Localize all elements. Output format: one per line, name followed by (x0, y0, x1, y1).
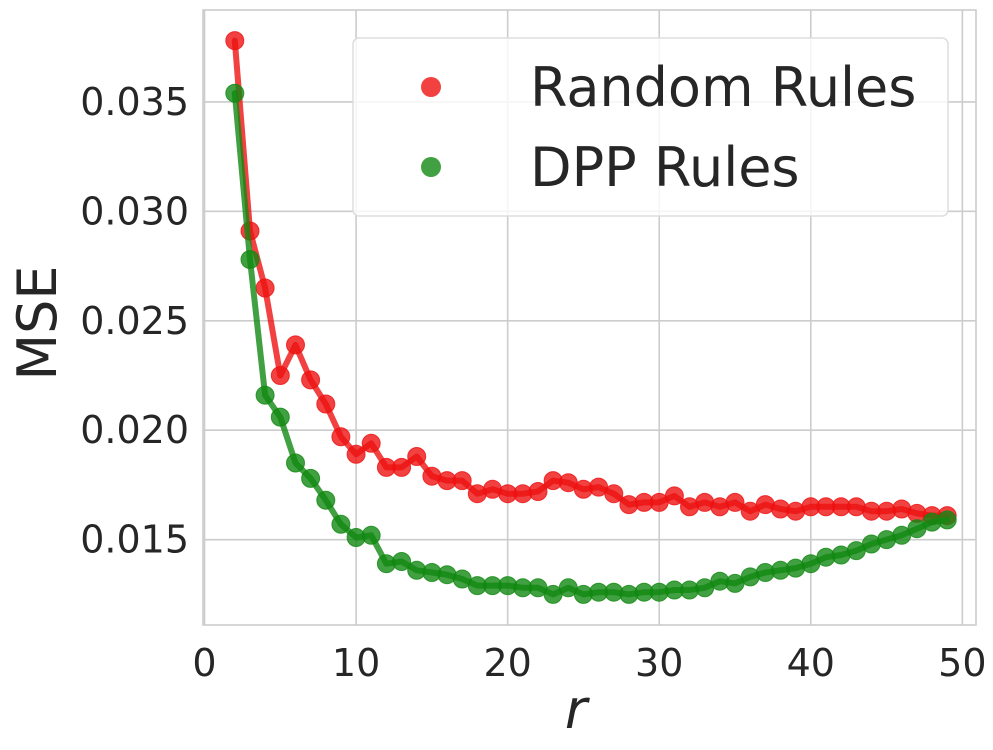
data-point (392, 457, 412, 477)
series-dpp-rules (225, 83, 957, 604)
y-tick-label: 0.030 (80, 189, 189, 233)
y-tick-label: 0.015 (80, 518, 189, 562)
data-point (270, 366, 290, 385)
y-tick-label: 0.020 (80, 408, 189, 452)
data-point (407, 447, 427, 466)
data-point (331, 514, 351, 534)
data-point (346, 444, 366, 464)
data-point (286, 453, 305, 473)
data-point (452, 471, 472, 491)
data-point (316, 394, 336, 414)
data-point (361, 525, 381, 545)
x-tick-labels: 0 10 20 30 40 50 (192, 641, 986, 685)
data-point (225, 31, 245, 51)
data-point (604, 484, 624, 504)
data-point (255, 278, 275, 298)
x-tick-label: 40 (787, 641, 835, 685)
x-tick-label: 50 (938, 641, 986, 685)
legend-label: DPP Rules (530, 136, 800, 199)
x-tick-label: 0 (192, 641, 216, 685)
legend-marker (421, 157, 441, 177)
x-tick-label: 30 (635, 641, 683, 685)
data-point (725, 492, 745, 512)
series-layer (225, 31, 957, 604)
y-tick-labels: 0.015 0.020 0.025 0.030 0.035 (80, 80, 189, 562)
x-axis-label: r (565, 678, 590, 741)
legend-box (352, 37, 949, 217)
data-point (664, 486, 684, 506)
data-point (331, 427, 351, 447)
series-random-rules (225, 31, 957, 526)
data-point (392, 552, 412, 571)
legend: Random Rules DPP Rules (352, 37, 949, 217)
data-point (301, 370, 321, 390)
data-point (361, 433, 381, 453)
x-tick-label: 10 (332, 641, 380, 685)
data-point (301, 468, 321, 488)
data-point (255, 385, 275, 405)
data-point (316, 490, 336, 510)
y-tick-label: 0.025 (80, 299, 189, 343)
x-tick-label: 20 (483, 641, 531, 685)
y-axis-label: MSE (6, 266, 69, 381)
data-point (240, 250, 260, 269)
y-tick-label: 0.035 (80, 80, 189, 124)
data-point (225, 83, 245, 103)
legend-label: Random Rules (530, 56, 916, 119)
data-point (270, 407, 290, 427)
data-point (937, 510, 957, 530)
data-point (528, 482, 548, 501)
legend-marker (421, 77, 441, 97)
data-point (286, 335, 305, 355)
